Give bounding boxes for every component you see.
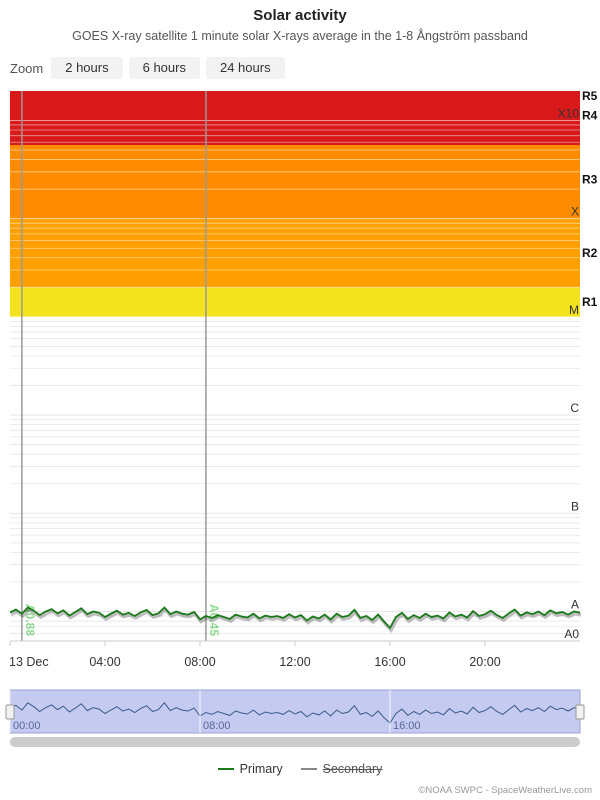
class-label: B — [571, 499, 579, 513]
legend-item-primary[interactable]: Primary — [217, 762, 283, 776]
r-label: R3 — [582, 172, 598, 186]
series-primary — [9, 606, 582, 633]
legend-primary-label: Primary — [239, 762, 283, 776]
r-label: R4 — [582, 109, 598, 123]
zoom-6h-button[interactable]: 6 hours — [128, 57, 200, 79]
x-tick-label: 08:00 — [184, 655, 215, 669]
chart-title: Solar activity — [253, 7, 347, 24]
navigator-right-handle[interactable] — [575, 704, 585, 720]
navigator[interactable]: 00:00 08:00 16:00 — [5, 689, 585, 747]
x-tick-label: 04:00 — [89, 655, 120, 669]
class-label: C — [570, 401, 579, 415]
navigator-selection — [9, 689, 581, 734]
class-label: X10 — [558, 106, 580, 120]
navigator-scrollbar[interactable] — [10, 737, 580, 747]
class-label: A — [571, 598, 579, 612]
marker-label: A0.45 — [207, 604, 221, 636]
band-r5 — [10, 91, 580, 146]
r-label: R5 — [582, 89, 598, 103]
x-tick-label: 16:00 — [374, 655, 405, 669]
class-label: A0 — [564, 627, 579, 641]
class-label: M — [569, 303, 579, 317]
zoom-24h-button[interactable]: 24 hours — [205, 57, 285, 79]
navigator-tick-label: 08:00 — [203, 720, 231, 732]
primary-line — [9, 606, 581, 630]
legend: Primary Secondary — [0, 762, 600, 776]
legend-secondary-label: Secondary — [322, 762, 383, 776]
credit: ©NOAA SWPC - SpaceWeatherLive.com — [418, 785, 592, 796]
r-label: R2 — [582, 246, 598, 260]
xray-flux-chart[interactable]: A0 A B C M X X10 R1 R2 R3 R4 R5 A0.88 A0.45 13 Dec 0… — [0, 0, 600, 760]
r-label: R1 — [582, 295, 598, 309]
primary-line-icon — [217, 768, 234, 770]
band-r1 — [10, 287, 580, 317]
class-label: X — [571, 205, 579, 219]
grid-lines — [10, 119, 580, 634]
secondary-line-icon — [300, 768, 317, 770]
band-r2 — [10, 218, 580, 288]
zoom-2h-button[interactable]: 2 hours — [51, 57, 123, 79]
marker-label: A0.88 — [23, 604, 37, 636]
zoom-label: Zoom — [10, 60, 44, 76]
x-tick-label: 20:00 — [469, 655, 500, 669]
x-tick-label: 13 Dec — [9, 655, 49, 669]
navigator-left-handle[interactable] — [5, 704, 15, 720]
primary-line-shadow — [10, 606, 582, 633]
navigator-tick-label: 00:00 — [13, 720, 41, 732]
flux-class-labels: A0 A B C M X X10 — [558, 106, 580, 641]
navigator-series — [9, 702, 581, 724]
r-scale-labels: R1 R2 R3 R4 R5 — [582, 89, 598, 309]
crosshair-markers: A0.88 A0.45 — [21, 91, 221, 641]
x-axis: 13 Dec 04:00 08:00 12:00 16:00 20:00 — [9, 640, 580, 669]
chart-subtitle: GOES X-ray satellite 1 minute solar X-ra… — [72, 29, 528, 43]
navigator-tick-label: 16:00 — [393, 720, 421, 732]
x-tick-label: 12:00 — [279, 655, 310, 669]
zoom-controls: Zoom 2 hours 6 hours 24 hours — [10, 57, 285, 79]
legend-item-secondary[interactable]: Secondary — [300, 762, 383, 776]
